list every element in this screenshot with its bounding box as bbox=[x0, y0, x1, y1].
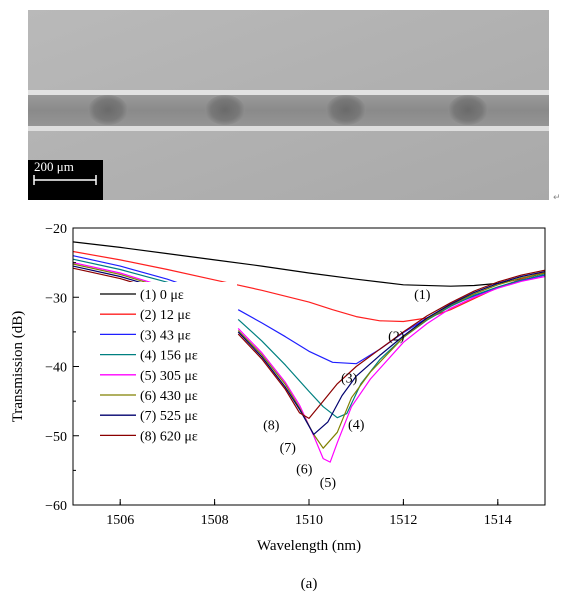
x-tick-label: 1512 bbox=[389, 513, 417, 528]
curve-label-2: (2) bbox=[388, 329, 405, 344]
paragraph-mark: ↵ bbox=[553, 193, 561, 203]
grating-spot bbox=[88, 95, 128, 125]
x-axis-title: Wavelength (nm) bbox=[257, 538, 361, 554]
grating-spot bbox=[326, 95, 366, 125]
y-axis-title: Transmission (dB) bbox=[10, 311, 26, 423]
legend-entry-5: (5) 305 με bbox=[140, 369, 198, 384]
x-tick-label: 1514 bbox=[484, 513, 512, 528]
grating-spot bbox=[205, 95, 245, 125]
x-tick-label: 1506 bbox=[106, 513, 134, 528]
y-tick-label: −50 bbox=[45, 430, 67, 445]
curve-label-3: (3) bbox=[341, 372, 358, 387]
curve-label-6: (6) bbox=[296, 462, 313, 477]
legend-entry-8: (8) 620 με bbox=[140, 429, 198, 444]
legend-entry-3: (3) 43 με bbox=[140, 328, 191, 343]
fiber-lower-edge bbox=[28, 126, 549, 131]
series-line-1 bbox=[72, 241, 546, 287]
curve-label-8: (8) bbox=[263, 419, 280, 434]
y-tick-label: −30 bbox=[45, 291, 67, 306]
legend-entry-1: (1) 0 με bbox=[140, 288, 184, 303]
legend-background bbox=[97, 282, 237, 450]
y-tick-label: −20 bbox=[45, 222, 67, 237]
grating-spot bbox=[448, 95, 488, 125]
y-tick-label: −60 bbox=[45, 499, 67, 514]
transmission-chart: (1) 0 με (2) 12 με (3) 43 με (4) 156 με (5) … bbox=[10, 222, 546, 592]
curve-labels: (1) (2) (3) (4) (5) (6) (7)(8) bbox=[263, 288, 431, 491]
fiber-upper-edge bbox=[28, 90, 549, 95]
curve-label-1: (1) bbox=[414, 288, 431, 303]
legend: (1) 0 με (2) 12 με (3) 43 με (4) 156 με (5) … bbox=[100, 288, 198, 444]
panel-label: (a) bbox=[301, 576, 318, 592]
y-tick-label: −40 bbox=[45, 361, 67, 376]
legend-entry-4: (4) 156 με bbox=[140, 349, 198, 364]
sem-micrograph: 200 μm bbox=[28, 10, 549, 200]
legend-entry-6: (6) 430 με bbox=[140, 389, 198, 404]
x-tick-label: 1510 bbox=[295, 513, 323, 528]
curve-label-4: (4) bbox=[348, 418, 365, 433]
curve-label-5: (5) bbox=[320, 476, 337, 491]
axes: 1506 1508 1510 1512 1514 −60 −50 −40 −30 −20 bbox=[45, 222, 512, 528]
curve-label-7: (7) bbox=[280, 441, 297, 456]
legend-entry-7: (7) 525 με bbox=[140, 409, 198, 424]
scale-bar-label: 200 μm bbox=[34, 159, 74, 174]
legend-entry-2: (2) 12 με bbox=[140, 308, 191, 323]
x-tick-label: 1508 bbox=[201, 513, 229, 528]
